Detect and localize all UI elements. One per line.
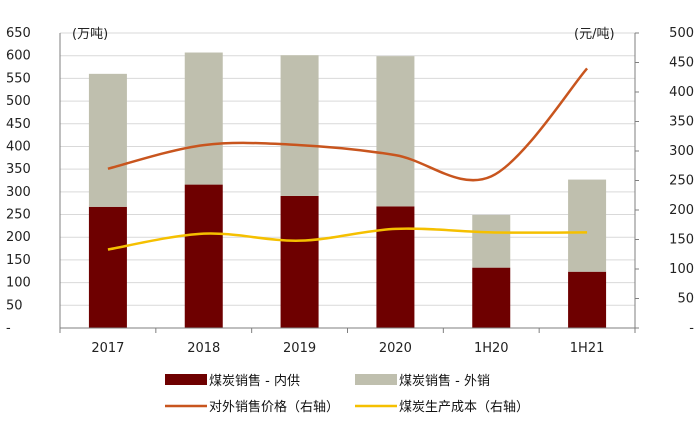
left-tick-label: 400 xyxy=(6,139,31,154)
x-tick-label: 1H21 xyxy=(570,341,605,356)
left-tick-label: 50 xyxy=(6,298,23,313)
series-line-external-price xyxy=(107,67,589,182)
bar-internal-2019 xyxy=(280,195,319,328)
left-tick-label: 450 xyxy=(6,117,31,132)
bar-internal-1H21 xyxy=(568,271,607,328)
right-tick-label: 250 xyxy=(669,174,694,189)
right-tick-label: 400 xyxy=(669,85,694,100)
right-axis-unit-label: (元/吨) xyxy=(574,27,615,42)
legend-label-3: 煤炭生产成本（右轴） xyxy=(399,400,529,415)
right-tick-label: 450 xyxy=(669,56,694,71)
left-tick-label: - xyxy=(6,321,11,336)
right-tick-label: 500 xyxy=(669,26,694,41)
bar-external-2018 xyxy=(184,52,223,185)
left-tick-label: 200 xyxy=(6,230,31,245)
x-tick-label: 2018 xyxy=(187,341,220,356)
left-tick-label: 650 xyxy=(6,26,31,41)
axes: - 50 100 150 200 250 300 350 400 450 500 550 600 650 -… xyxy=(6,26,694,356)
x-tick-label: 2020 xyxy=(379,341,412,356)
x-tick-label: 2019 xyxy=(283,341,316,356)
bar-internal-2018 xyxy=(184,184,223,328)
grid-lines xyxy=(60,32,635,306)
bar-external-2019 xyxy=(280,55,319,196)
right-tick-label: 150 xyxy=(669,233,694,248)
left-tick-label: 350 xyxy=(6,162,31,177)
left-tick-label: 150 xyxy=(6,253,31,268)
bar-marks xyxy=(88,52,607,328)
right-tick-label: 300 xyxy=(669,144,694,159)
bar-external-2020 xyxy=(376,56,415,207)
left-axis-unit-label: (万吨) xyxy=(72,27,108,42)
right-tick-label: 50 xyxy=(677,292,694,307)
right-tick-label: 200 xyxy=(669,203,694,218)
right-tick-label: 350 xyxy=(669,115,694,130)
right-tick-label: 100 xyxy=(669,262,694,277)
x-tick-label: 1H20 xyxy=(474,341,509,356)
series-line-production-cost xyxy=(107,227,588,251)
legend-swatch-1 xyxy=(355,374,397,385)
legend-label-1: 煤炭销售 - 外销 xyxy=(399,373,490,389)
right-tick-label: - xyxy=(689,321,694,336)
legend-swatch-0 xyxy=(165,374,207,385)
bar-internal-2017 xyxy=(88,206,127,328)
bar-external-1H20 xyxy=(472,214,511,268)
x-tick-label: 2017 xyxy=(91,341,124,356)
left-tick-label: 100 xyxy=(6,276,31,291)
bar-internal-1H20 xyxy=(472,267,511,328)
bar-external-1H21 xyxy=(568,179,607,272)
left-tick-label: 500 xyxy=(6,94,31,109)
legend-label-0: 煤炭销售 - 内供 xyxy=(209,373,300,389)
left-tick-label: 550 xyxy=(6,71,31,86)
line-marks xyxy=(107,67,589,251)
bar-external-2017 xyxy=(88,73,127,207)
left-tick-label: 600 xyxy=(6,49,31,64)
left-tick-label: 300 xyxy=(6,185,31,200)
legend-label-2: 对外销售价格（右轴） xyxy=(209,399,339,415)
bar-internal-2020 xyxy=(376,206,415,328)
left-tick-label: 250 xyxy=(6,208,31,223)
